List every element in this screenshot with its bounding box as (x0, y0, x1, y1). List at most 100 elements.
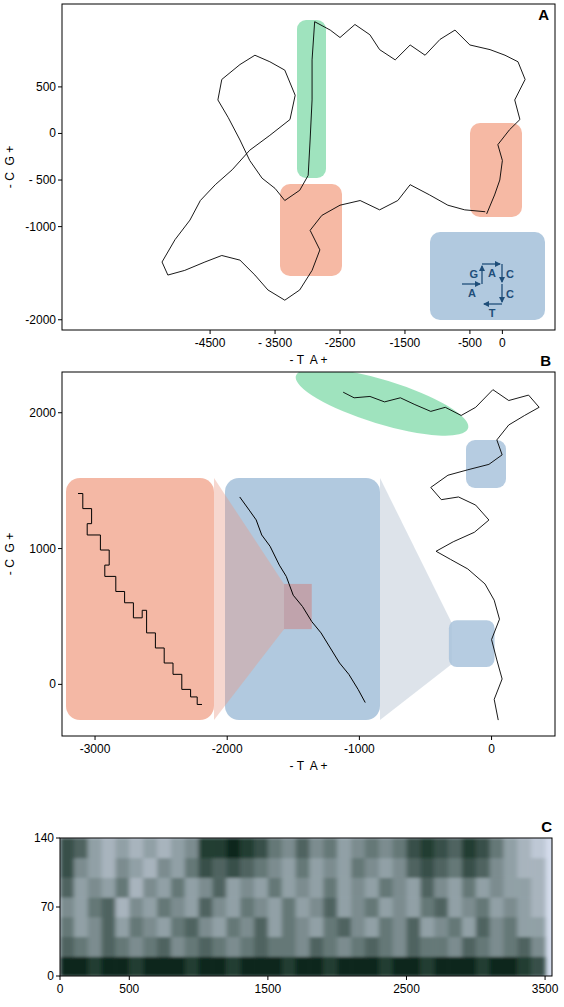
scalogram-cell (88, 917, 102, 937)
scalogram-cell (268, 937, 282, 957)
scalogram-cell (129, 956, 143, 976)
scalogram-cell (406, 838, 420, 858)
scalogram-cell (268, 877, 282, 897)
scalogram-cell (226, 917, 240, 937)
scalogram-cell (351, 917, 365, 937)
scalogram-cell (60, 877, 74, 897)
scalogram-cell (171, 838, 185, 858)
scalogram-cell (365, 838, 379, 858)
scalogram-cell (199, 956, 213, 976)
y-tick (58, 548, 62, 549)
x-tick (340, 330, 341, 334)
x-tick-label: 3500 (532, 982, 559, 996)
walk-key-letter: T (489, 307, 496, 319)
scalogram-cell (503, 858, 517, 878)
scalogram-cell (517, 897, 531, 917)
scalogram-cell (420, 897, 434, 917)
zoom-lens (214, 478, 284, 720)
scalogram-cell (490, 917, 504, 937)
scalogram-cell (517, 877, 531, 897)
scalogram-cell (74, 877, 88, 897)
scalogram-cell (254, 838, 268, 858)
scalogram-cell (490, 858, 504, 878)
scalogram-cell (490, 937, 504, 957)
y-tick-label: 1000 (29, 542, 56, 556)
scalogram-cell (115, 956, 129, 976)
x-tick-label: -4500 (195, 336, 226, 350)
scalogram-cell (462, 897, 476, 917)
walk-key-letter: A (488, 267, 496, 279)
scalogram-cell (531, 917, 545, 937)
y-tick (58, 684, 62, 685)
scalogram-cell (102, 956, 116, 976)
scalogram-cell (171, 897, 185, 917)
scalogram-cell (323, 858, 337, 878)
plot-frame (62, 4, 555, 330)
scalogram-cell (393, 858, 407, 878)
scalogram-cell (282, 937, 296, 957)
scalogram-cell (74, 917, 88, 937)
scalogram-cell (282, 838, 296, 858)
y-tick-label: - 500 (29, 173, 57, 187)
scalogram-cell (503, 877, 517, 897)
scalogram-cell (212, 956, 226, 976)
scalogram-cell (462, 956, 476, 976)
walk-key-step (462, 283, 480, 284)
scalogram-cell (379, 956, 393, 976)
scalogram-cell (268, 858, 282, 878)
scalogram-cell (420, 956, 434, 976)
scalogram-cell (337, 897, 351, 917)
scalogram-cell (309, 956, 323, 976)
x-axis-title: - T A + (290, 353, 328, 367)
x-tick-label: -500 (458, 336, 482, 350)
scalogram-cell (282, 858, 296, 878)
y-tick-label: 0 (49, 677, 56, 691)
scalogram-cell (476, 937, 490, 957)
scalogram-cell (74, 858, 88, 878)
scalogram-cell (337, 917, 351, 937)
scalogram-cell (60, 858, 74, 878)
y-tick-label: 70 (41, 900, 55, 914)
scalogram-cell (351, 838, 365, 858)
scalogram-cell (406, 858, 420, 878)
scalogram-cell (365, 858, 379, 878)
scalogram-cell (226, 877, 240, 897)
x-tick-label: -2500 (325, 336, 356, 350)
y-tick-label: -1000 (25, 220, 56, 234)
scalogram-cell (379, 877, 393, 897)
scalogram-cell (226, 838, 240, 858)
scalogram-cell (434, 937, 448, 957)
x-tick-label: 0 (57, 982, 64, 996)
x-tick (267, 976, 268, 980)
scalogram-cell (240, 917, 254, 937)
scalogram-cell (240, 838, 254, 858)
scalogram-cell (406, 897, 420, 917)
scalogram-cell (185, 917, 199, 937)
y-tick (58, 319, 62, 320)
scalogram-cell (157, 917, 171, 937)
scalogram-cell (448, 858, 462, 878)
scalogram-cell (171, 858, 185, 878)
walk-key-step (501, 264, 502, 282)
y-tick-label: 0 (47, 969, 54, 983)
scalogram-cell (240, 956, 254, 976)
scalogram-cell (379, 917, 393, 937)
scalogram-cell (434, 956, 448, 976)
scalogram-cell (115, 838, 129, 858)
scalogram-cell (268, 897, 282, 917)
scalogram-cell (309, 937, 323, 957)
scalogram-cell (406, 937, 420, 957)
y-tick (56, 976, 60, 977)
scalogram-cell (379, 838, 393, 858)
scalogram-cell (282, 956, 296, 976)
scalogram-cell (531, 858, 545, 878)
scalogram-cell (60, 897, 74, 917)
highlight-green (290, 372, 475, 449)
scalogram-cell (309, 877, 323, 897)
scalogram-cell (476, 838, 490, 858)
scalogram-cell (254, 917, 268, 937)
scalogram-cell (393, 956, 407, 976)
scalogram-cell (406, 877, 420, 897)
walk-key-box (430, 232, 545, 320)
scalogram-cell (434, 897, 448, 917)
